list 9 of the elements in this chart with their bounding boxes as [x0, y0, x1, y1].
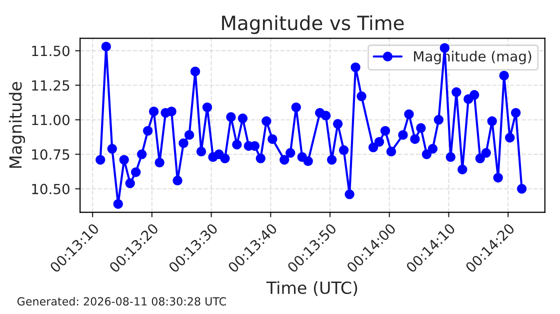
y-axis-title: Magnitude: [8, 82, 26, 168]
y-tick-label: 11.25: [32, 80, 70, 91]
chart-title: Magnitude vs Time: [222, 15, 404, 34]
y-tick-label: 10.75: [32, 149, 70, 160]
y-tick-label: 11.50: [32, 46, 70, 56]
x-axis-title: Time (UTC): [266, 281, 358, 296]
text: Generated: 2026-08-11 08:30:28 UTC: [17, 296, 226, 306]
y-tick-label: 10.50: [32, 184, 70, 194]
y-tick-label: 11.00: [32, 114, 70, 126]
